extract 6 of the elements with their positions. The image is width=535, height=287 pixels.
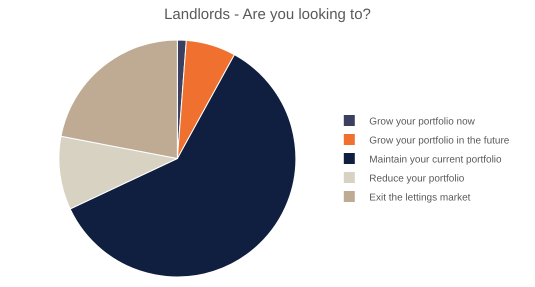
legend-label: Grow your portfolio now xyxy=(369,116,476,128)
legend-label: Reduce your portfolio xyxy=(369,173,465,184)
chart-title: Landlords - Are you looking to? xyxy=(164,6,371,24)
legend-label: Exit the lettings market xyxy=(369,192,471,204)
legend-label: Grow your portfolio in the future xyxy=(369,135,510,146)
legend-label: Maintain your current portfolio xyxy=(369,154,502,166)
